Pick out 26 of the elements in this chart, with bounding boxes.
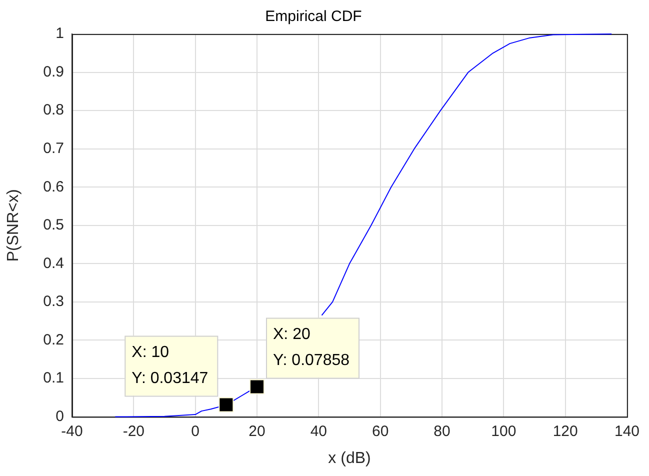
annotation: X: 20 Y: 0.07858 (273, 326, 350, 370)
x-tick-label: 0 (191, 422, 200, 440)
x-tick-label: 120 (552, 422, 578, 440)
x-tick-label: 140 (614, 422, 640, 440)
x-tick-label: 80 (434, 422, 450, 440)
y-tick-label: 0.9 (43, 63, 64, 80)
y-tick-label: 0.4 (43, 254, 64, 272)
x-axis-title: x (dB) (328, 450, 371, 467)
y-tick-label: 0.2 (43, 331, 64, 348)
y-tick-label: 0.3 (43, 293, 64, 310)
y-tick-label: 1 (56, 25, 64, 42)
x-tick-label: -40 (61, 422, 83, 440)
y-tick-label: 0.7 (43, 140, 64, 157)
x-tick-label: 60 (372, 422, 389, 440)
annotation: X: 10 Y: 0.03147 (132, 344, 208, 388)
chart-title: Empirical CDF (265, 8, 362, 26)
y-tick-label: 0 (56, 408, 64, 425)
y-axis-title: P(SNR<x) (5, 189, 22, 262)
x-tick-label: 40 (310, 422, 328, 440)
x-tick-label: 20 (248, 422, 266, 440)
x-tick-label: -20 (122, 422, 145, 440)
y-tick-label: 0.5 (43, 216, 64, 234)
y-tick-label: 0.8 (43, 102, 64, 119)
x-tick-label: 100 (491, 422, 516, 440)
y-tick-label: 0.6 (43, 178, 64, 196)
y-tick-label: 0.1 (43, 370, 64, 387)
